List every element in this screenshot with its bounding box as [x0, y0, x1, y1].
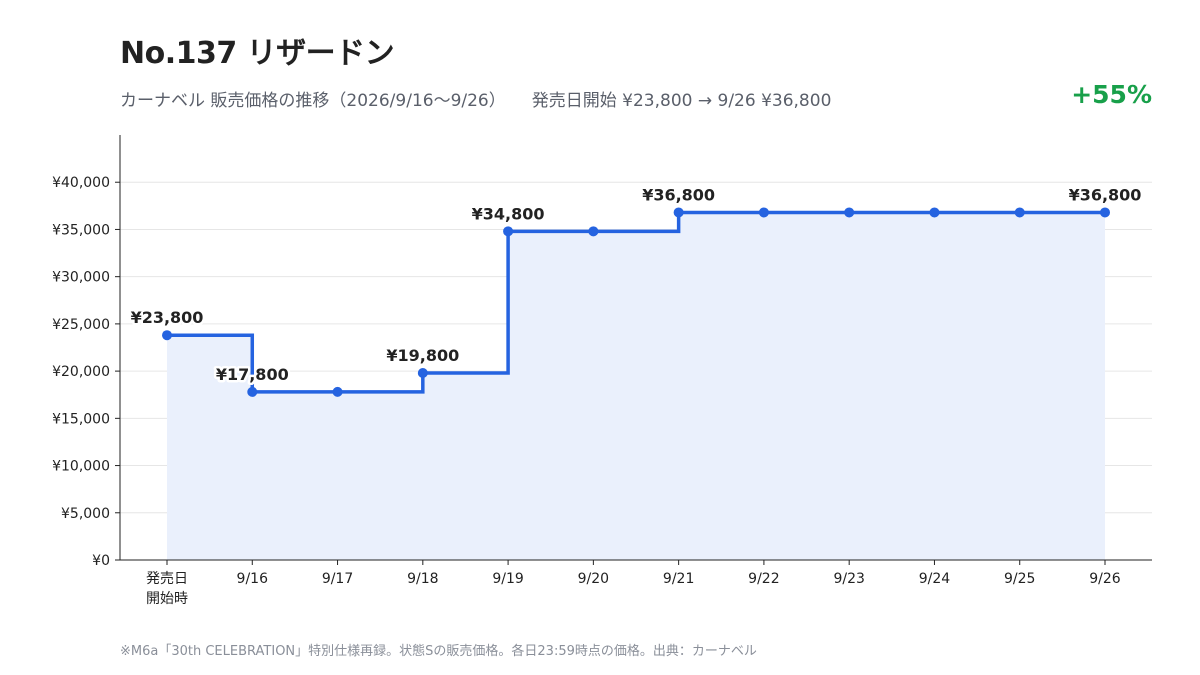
data-point	[247, 386, 258, 397]
y-tick-label: ¥20,000	[52, 364, 110, 380]
y-tick-label: ¥30,000	[52, 270, 110, 286]
data-point	[332, 386, 343, 397]
data-point	[162, 330, 172, 341]
page-title: No.137 リザードン	[120, 36, 395, 71]
y-tick-label: ¥15,000	[52, 411, 110, 427]
data-point	[673, 207, 684, 218]
x-tick-label: 9/23	[833, 571, 864, 587]
data-point	[503, 226, 514, 237]
area-fill	[167, 212, 1105, 560]
x-tick-label: 9/22	[748, 571, 779, 587]
x-tick-label: 9/25	[1004, 571, 1035, 587]
y-tick-label: ¥5,000	[61, 506, 110, 522]
footnote: ※M6a「30th CELEBRATION」特別仕様再録。状態Sの販売価格。各日…	[120, 644, 757, 659]
data-label: ¥34,800	[472, 204, 545, 223]
data-label: ¥23,800	[131, 308, 204, 327]
price-line	[167, 210, 1105, 394]
data-point	[1014, 207, 1025, 218]
chart-subtitle: カーナベル 販売価格の推移（2026/9/16〜9/26） 発売日開始 ¥23,8…	[120, 86, 831, 111]
x-tick-label: 9/18	[407, 571, 438, 587]
x-tick-label: 9/26	[1089, 571, 1121, 587]
data-point	[417, 368, 428, 378]
data-label: ¥17,800	[216, 365, 289, 384]
x-tick-label: 開始時	[146, 591, 188, 607]
change-badge: +55%	[1071, 80, 1152, 109]
x-tick-label: 9/19	[492, 571, 523, 587]
data-point	[588, 226, 599, 237]
y-tick-label: ¥40,000	[52, 175, 110, 191]
y-tick-label: ¥25,000	[52, 317, 110, 333]
data-point	[844, 207, 855, 218]
data-point	[929, 207, 940, 218]
y-tick-label: ¥0	[92, 553, 110, 569]
subtitle-period: カーナベル 販売価格の推移（2026/9/16〜9/26）	[120, 91, 506, 111]
x-tick-label: 9/21	[663, 571, 694, 587]
data-label: ¥19,800	[386, 346, 459, 365]
data-point	[1100, 207, 1110, 218]
data-label: ¥36,800	[1069, 185, 1142, 204]
x-tick-label: 9/16	[237, 571, 269, 587]
x-tick-label: 9/24	[919, 571, 951, 587]
x-tick-label: 9/20	[578, 571, 609, 587]
x-tick-label: 9/17	[322, 571, 353, 587]
x-tick-label: 発売日	[146, 571, 188, 587]
y-tick-label: ¥10,000	[52, 459, 110, 475]
y-tick-label: ¥35,000	[52, 222, 110, 238]
subtitle-price-summary: 発売日開始 ¥23,800 → 9/26 ¥36,800	[531, 91, 832, 111]
data-label: ¥36,800	[642, 185, 715, 204]
data-point	[758, 207, 769, 218]
